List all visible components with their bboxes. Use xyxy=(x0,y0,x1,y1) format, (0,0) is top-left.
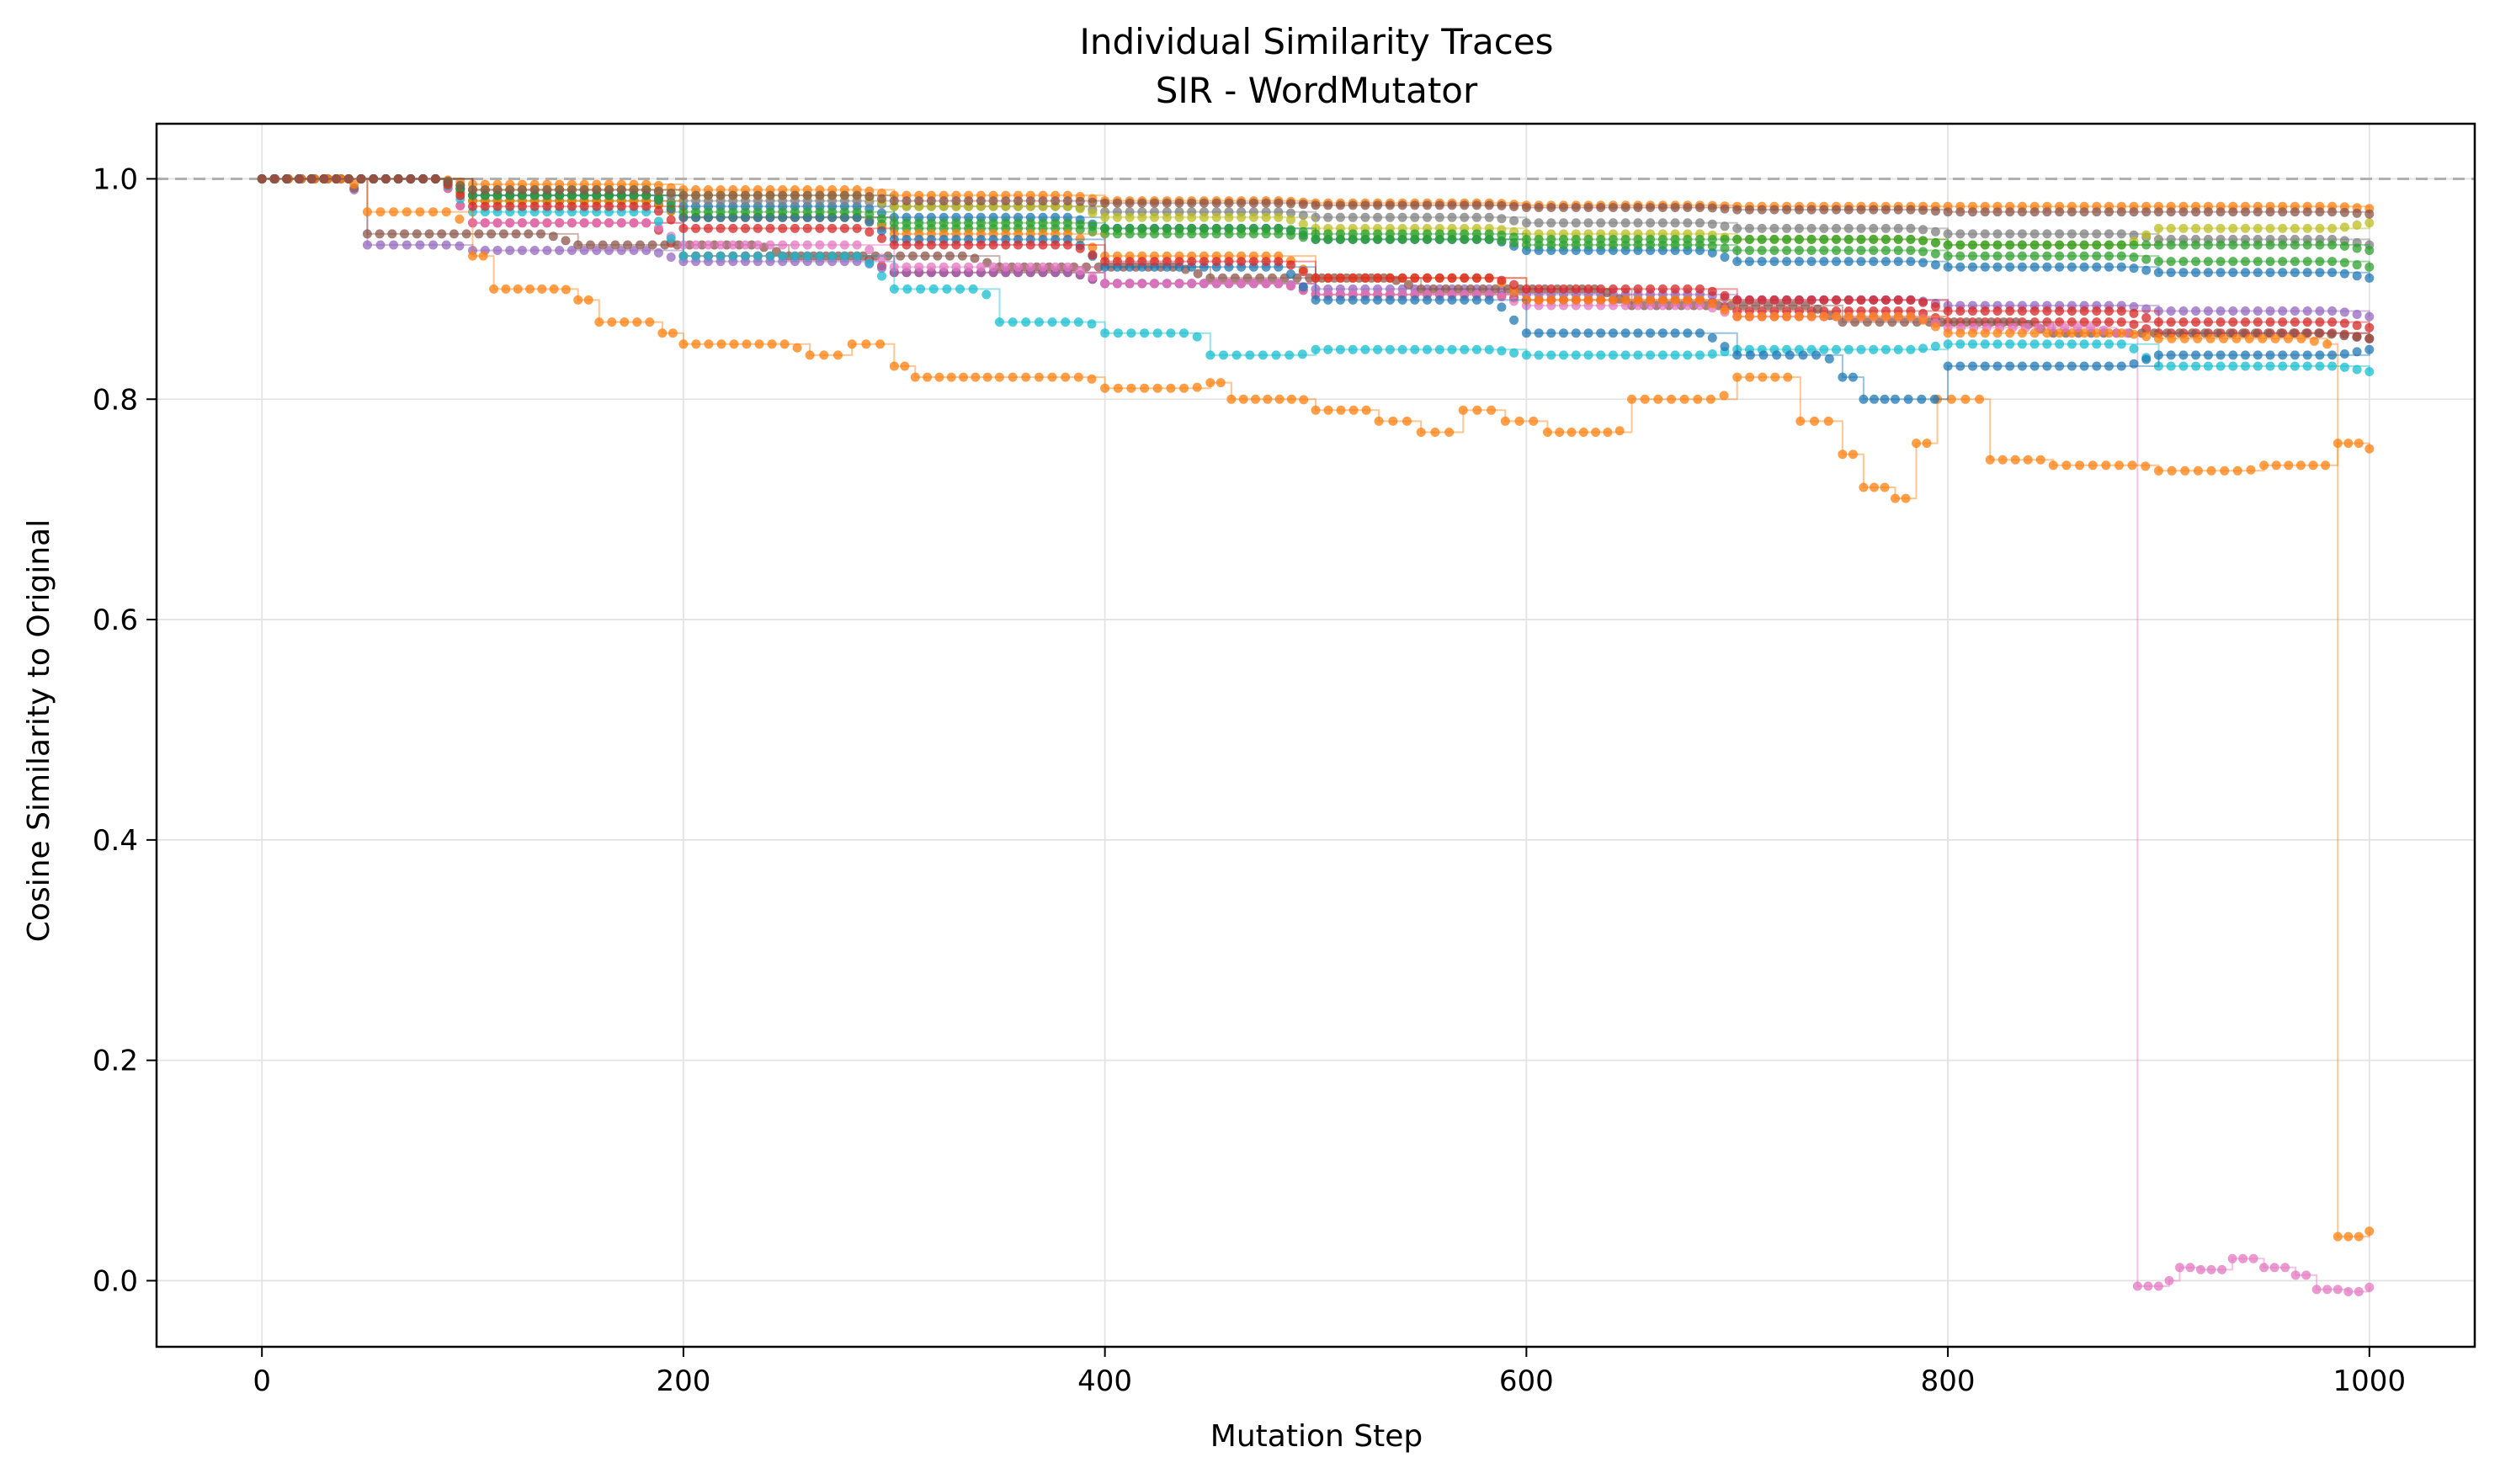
y-tick-label: 0.8 xyxy=(93,383,138,417)
y-tick-label: 1.0 xyxy=(93,162,138,196)
chart-title: Individual Similarity Traces xyxy=(1079,21,1553,62)
chart-subtitle: SIR - WordMutator xyxy=(1156,70,1478,111)
x-tick-label: 400 xyxy=(1077,1364,1132,1398)
series-16 xyxy=(257,174,2375,219)
y-axis-label: Cosine Similarity to Original xyxy=(22,519,56,942)
y-tick-label: 0.0 xyxy=(93,1264,138,1298)
y-tick-label: 0.2 xyxy=(93,1045,138,1078)
x-tick-label: 800 xyxy=(1921,1364,1976,1398)
series-markers xyxy=(257,174,2375,219)
x-tick-label: 600 xyxy=(1499,1364,1554,1398)
y-tick-label: 0.6 xyxy=(93,604,138,637)
series-group xyxy=(257,174,2375,1296)
x-tick-label: 1000 xyxy=(2333,1364,2407,1398)
plot-frame xyxy=(155,122,2476,1348)
y-axis-ticks: 0.0 0.2 0.4 0.6 0.8 1.0 xyxy=(93,162,157,1298)
x-tick-label: 200 xyxy=(656,1364,710,1398)
x-tick-label: 0 xyxy=(253,1364,271,1398)
x-axis-label: Mutation Step xyxy=(1210,1419,1423,1454)
y-tick-label: 0.4 xyxy=(93,824,138,858)
x-axis-ticks: 0 200 400 600 800 1000 xyxy=(253,1347,2406,1398)
